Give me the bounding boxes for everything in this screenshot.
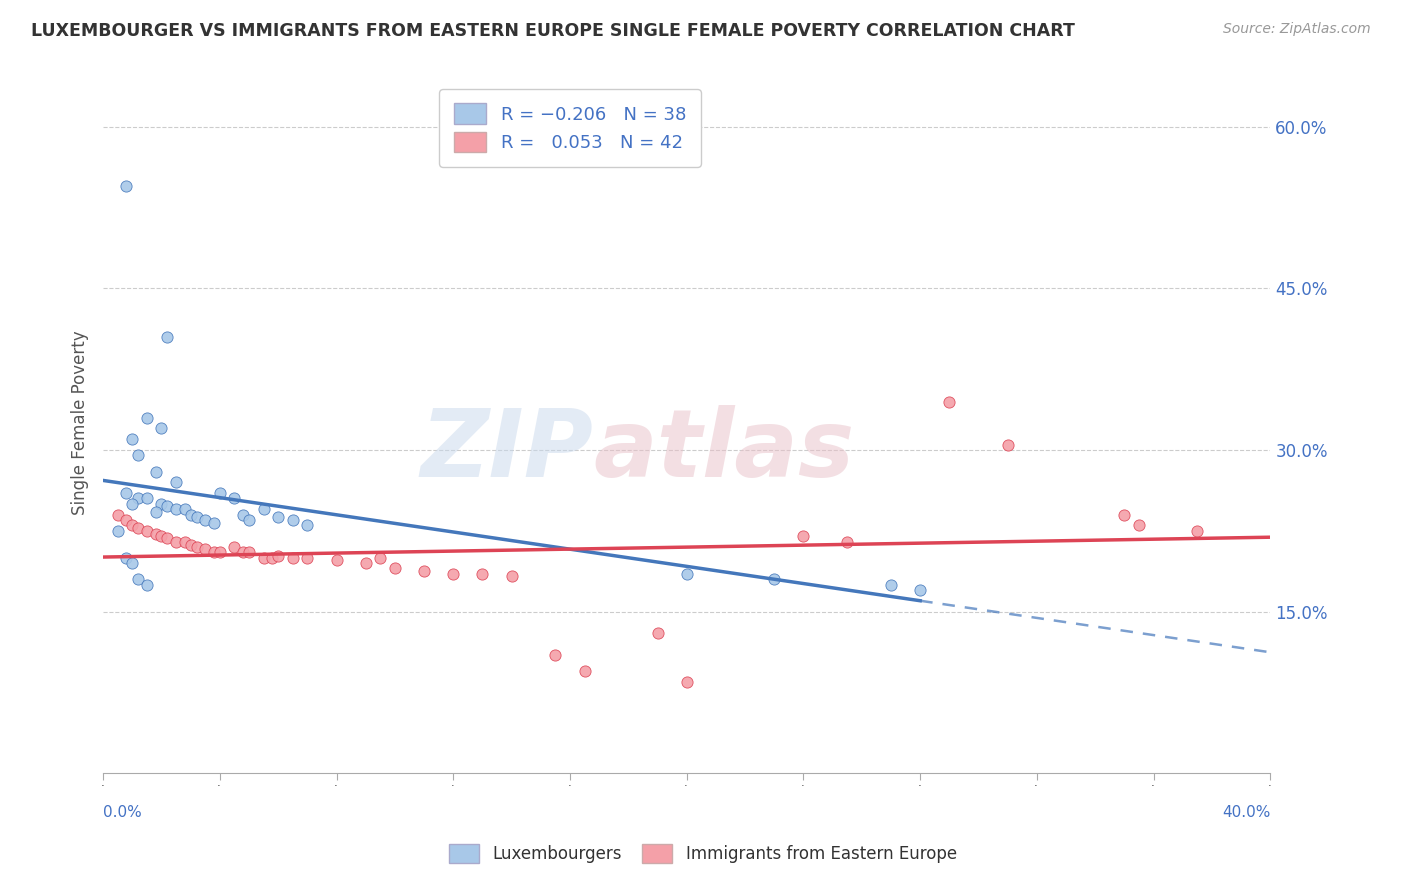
- Text: atlas: atlas: [593, 405, 855, 497]
- Point: [194, 542, 217, 557]
- Point: [262, 550, 284, 565]
- Point: [792, 529, 814, 543]
- Point: [647, 626, 669, 640]
- Point: [224, 491, 246, 506]
- Point: [202, 516, 225, 531]
- Point: [325, 553, 347, 567]
- Point: [121, 518, 143, 533]
- Point: [150, 497, 173, 511]
- Point: [186, 509, 208, 524]
- Legend: Luxembourgers, Immigrants from Eastern Europe: Luxembourgers, Immigrants from Eastern E…: [437, 832, 969, 875]
- Point: [281, 513, 304, 527]
- Point: [121, 432, 143, 446]
- Point: [208, 545, 231, 559]
- Point: [908, 582, 931, 597]
- Point: [1187, 524, 1209, 538]
- Text: 40.0%: 40.0%: [1222, 805, 1271, 820]
- Point: [145, 465, 167, 479]
- Point: [232, 508, 254, 522]
- Point: [675, 566, 697, 581]
- Point: [150, 421, 173, 435]
- Point: [997, 437, 1019, 451]
- Point: [145, 505, 167, 519]
- Point: [202, 545, 225, 559]
- Point: [135, 410, 157, 425]
- Point: [115, 513, 138, 527]
- Point: [501, 569, 523, 583]
- Point: [121, 556, 143, 570]
- Point: [115, 550, 138, 565]
- Text: Source: ZipAtlas.com: Source: ZipAtlas.com: [1223, 22, 1371, 37]
- Point: [135, 577, 157, 591]
- Point: [384, 561, 406, 575]
- Point: [763, 572, 786, 586]
- Point: [156, 499, 179, 513]
- Point: [135, 491, 157, 506]
- Point: [107, 508, 129, 522]
- Point: [354, 556, 377, 570]
- Point: [145, 527, 167, 541]
- Point: [173, 502, 195, 516]
- Point: [173, 534, 195, 549]
- Point: [297, 550, 319, 565]
- Legend: R = −0.206   N = 38, R =   0.053   N = 42: R = −0.206 N = 38, R = 0.053 N = 42: [440, 89, 700, 167]
- Point: [238, 513, 260, 527]
- Point: [267, 509, 290, 524]
- Point: [675, 674, 697, 689]
- Point: [127, 520, 149, 534]
- Point: [837, 534, 859, 549]
- Point: [370, 550, 392, 565]
- Point: [127, 491, 149, 506]
- Point: [224, 540, 246, 554]
- Point: [281, 550, 304, 565]
- Point: [115, 179, 138, 194]
- Text: LUXEMBOURGER VS IMMIGRANTS FROM EASTERN EUROPE SINGLE FEMALE POVERTY CORRELATION: LUXEMBOURGER VS IMMIGRANTS FROM EASTERN …: [31, 22, 1074, 40]
- Point: [238, 545, 260, 559]
- Point: [252, 550, 274, 565]
- Text: ZIP: ZIP: [420, 405, 593, 497]
- Point: [208, 486, 231, 500]
- Point: [165, 502, 187, 516]
- Point: [165, 475, 187, 490]
- Point: [180, 538, 202, 552]
- Point: [1114, 508, 1136, 522]
- Point: [938, 394, 960, 409]
- Point: [127, 448, 149, 462]
- Point: [267, 549, 290, 563]
- Point: [413, 564, 436, 578]
- Point: [471, 566, 494, 581]
- Point: [297, 518, 319, 533]
- Text: 0.0%: 0.0%: [103, 805, 142, 820]
- Point: [127, 572, 149, 586]
- Point: [107, 524, 129, 538]
- Point: [156, 531, 179, 545]
- Point: [1128, 518, 1150, 533]
- Point: [544, 648, 567, 662]
- Y-axis label: Single Female Poverty: Single Female Poverty: [72, 331, 89, 516]
- Point: [441, 566, 464, 581]
- Point: [194, 513, 217, 527]
- Point: [232, 545, 254, 559]
- Point: [135, 524, 157, 538]
- Point: [574, 664, 596, 678]
- Point: [252, 502, 274, 516]
- Point: [180, 508, 202, 522]
- Point: [880, 577, 903, 591]
- Point: [186, 540, 208, 554]
- Point: [115, 486, 138, 500]
- Point: [156, 330, 179, 344]
- Point: [150, 529, 173, 543]
- Point: [165, 534, 187, 549]
- Point: [121, 497, 143, 511]
